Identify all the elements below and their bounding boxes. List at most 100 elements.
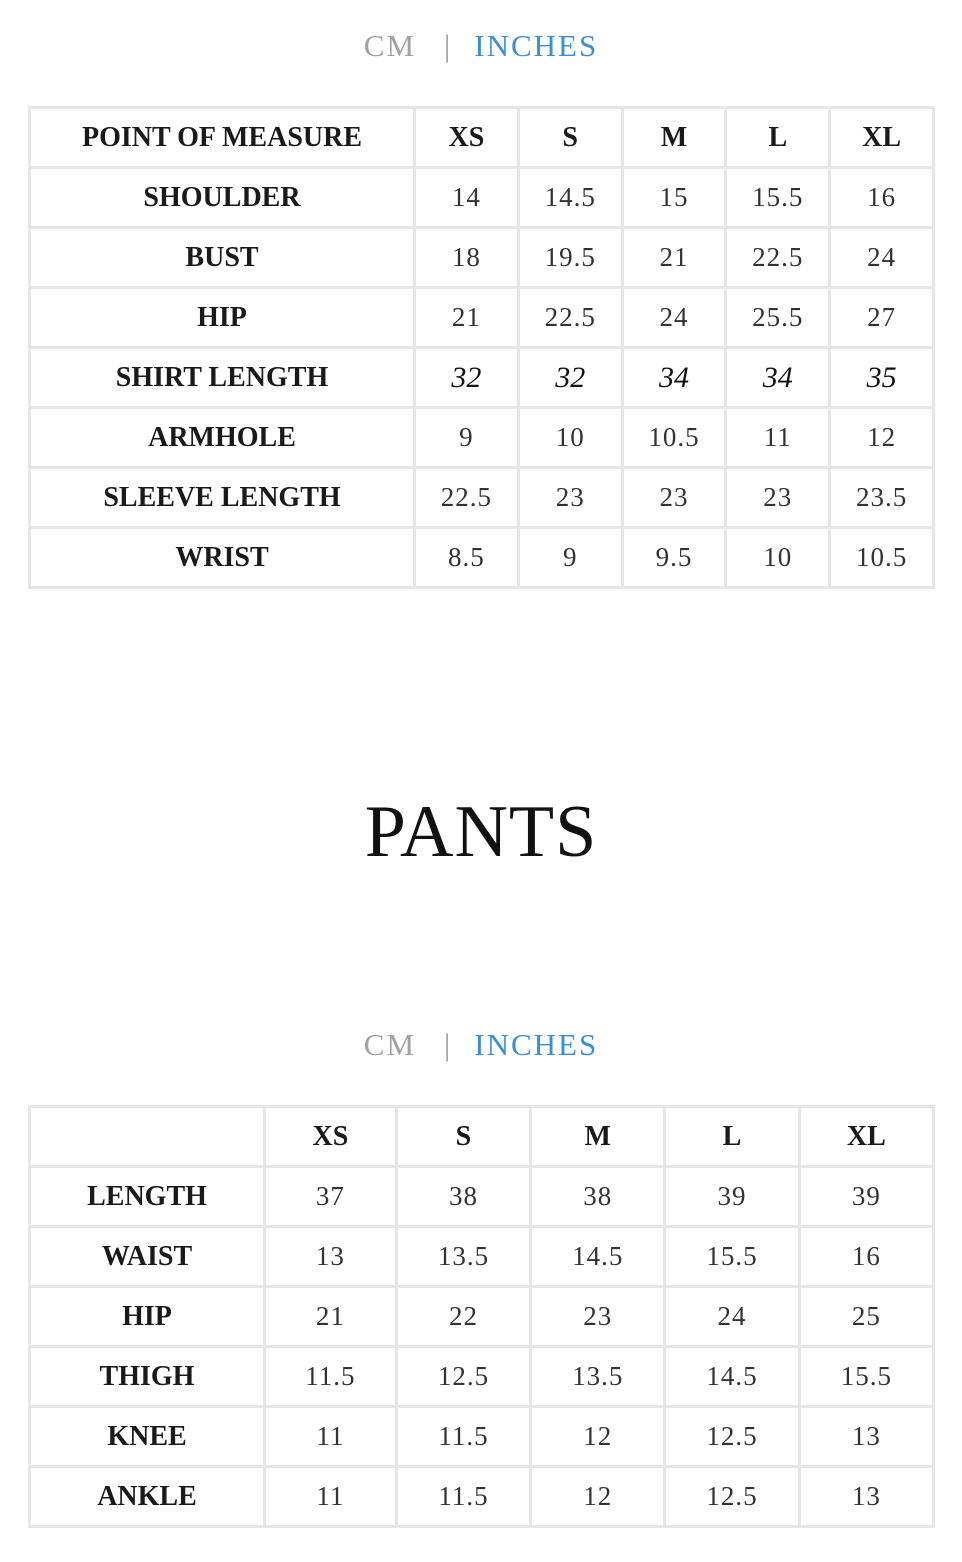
- measurement-cell: 23.5: [828, 466, 935, 529]
- unit-separator: |: [444, 1027, 453, 1062]
- measurement-cell: 15.5: [797, 1345, 936, 1408]
- pants-unit-toggle: CM | INCHES: [0, 1027, 962, 1063]
- unit-separator: |: [444, 28, 453, 63]
- row-label: WAIST: [28, 1225, 266, 1288]
- row-label: HIP: [28, 286, 416, 349]
- column-header-measure: [28, 1105, 266, 1168]
- measurement-cell: 11: [263, 1405, 398, 1468]
- measurement-cell: 38: [529, 1165, 667, 1228]
- measurement-cell: 12: [529, 1405, 667, 1468]
- measurement-cell: 22.5: [413, 466, 520, 529]
- measurement-cell: 11.5: [394, 1405, 533, 1468]
- table-row: THIGH 11.5 12.5 13.5 14.5 15.5: [28, 1345, 936, 1408]
- measurement-cell: 9: [413, 406, 520, 469]
- shirt-unit-cm[interactable]: CM: [363, 28, 417, 63]
- pants-unit-cm[interactable]: CM: [363, 1027, 417, 1062]
- measurement-cell: 24: [663, 1285, 801, 1348]
- measurement-cell: 39: [797, 1165, 936, 1228]
- measurement-cell: 10: [516, 406, 624, 469]
- row-label: THIGH: [28, 1345, 266, 1408]
- measurement-cell: 25: [797, 1285, 936, 1348]
- row-label: HIP: [28, 1285, 266, 1348]
- measurement-cell: 34: [620, 346, 728, 409]
- shirt-size-table: POINT OF MEASURE XS S M L XL SHOULDER 14 14.5 15 1…: [28, 106, 935, 589]
- measurement-cell: 21: [263, 1285, 398, 1348]
- measurement-cell: 22: [394, 1285, 533, 1348]
- table-row: HIP 21 22.5 24 25.5 27: [28, 286, 935, 349]
- pants-size-table: XS S M L XL LENGTH 37 38 38 39 39 WAIST 13 13.5 14.5 15…: [28, 1105, 936, 1528]
- shirt-unit-inches[interactable]: INCHES: [474, 28, 599, 63]
- row-label: ANKLE: [28, 1465, 266, 1528]
- table-row: LENGTH 37 38 38 39 39: [28, 1165, 936, 1228]
- row-label: LENGTH: [28, 1165, 266, 1228]
- pants-unit-inches[interactable]: INCHES: [474, 1027, 599, 1062]
- measurement-cell: 14: [413, 166, 520, 229]
- measurement-cell: 15.5: [724, 166, 832, 229]
- measurement-cell: 21: [620, 226, 728, 289]
- column-header-size: XL: [797, 1105, 936, 1168]
- table-row: ANKLE 11 11.5 12 12.5 13: [28, 1465, 936, 1528]
- measurement-cell: 34: [724, 346, 832, 409]
- column-header-size: XL: [828, 106, 935, 169]
- table-row: BUST 18 19.5 21 22.5 24: [28, 226, 935, 289]
- measurement-cell: 15: [620, 166, 728, 229]
- table-row: SHIRT LENGTH 32 32 34 34 35: [28, 346, 935, 409]
- measurement-cell: 13.5: [529, 1345, 667, 1408]
- measurement-cell: 14.5: [663, 1345, 801, 1408]
- measurement-cell: 15.5: [663, 1225, 801, 1288]
- row-label: SHOULDER: [28, 166, 416, 229]
- measurement-cell: 18: [413, 226, 520, 289]
- row-label: WRIST: [28, 526, 416, 589]
- measurement-cell: 23: [529, 1285, 667, 1348]
- row-label: SLEEVE LENGTH: [28, 466, 416, 529]
- measurement-cell: 24: [620, 286, 728, 349]
- row-label: SHIRT LENGTH: [28, 346, 416, 409]
- measurement-cell: 13: [797, 1405, 936, 1468]
- column-header-size: M: [620, 106, 728, 169]
- measurement-cell: 38: [394, 1165, 533, 1228]
- measurement-cell: 8.5: [413, 526, 520, 589]
- row-label: BUST: [28, 226, 416, 289]
- table-row: WRIST 8.5 9 9.5 10 10.5: [28, 526, 935, 589]
- table-row: ARMHOLE 9 10 10.5 11 12: [28, 406, 935, 469]
- measurement-cell: 11.5: [394, 1465, 533, 1528]
- column-header-size: L: [724, 106, 832, 169]
- measurement-cell: 12: [828, 406, 935, 469]
- measurement-cell: 10.5: [828, 526, 935, 589]
- measurement-cell: 10: [724, 526, 832, 589]
- measurement-cell: 39: [663, 1165, 801, 1228]
- column-header-size: S: [516, 106, 624, 169]
- shirt-unit-toggle: CM | INCHES: [0, 28, 962, 64]
- row-label: KNEE: [28, 1405, 266, 1468]
- pants-title: PANTS: [364, 791, 598, 873]
- measurement-cell: 14.5: [516, 166, 624, 229]
- measurement-cell: 23: [620, 466, 728, 529]
- measurement-cell: 12.5: [663, 1405, 801, 1468]
- measurement-cell: 12: [529, 1465, 667, 1528]
- measurement-cell: 22.5: [724, 226, 832, 289]
- column-header-size: XS: [263, 1105, 398, 1168]
- measurement-cell: 16: [797, 1225, 936, 1288]
- measurement-cell: 21: [413, 286, 520, 349]
- measurement-cell: 13: [263, 1225, 398, 1288]
- row-label: ARMHOLE: [28, 406, 416, 469]
- measurement-cell: 16: [828, 166, 935, 229]
- measurement-cell: 23: [724, 466, 832, 529]
- measurement-cell: 13: [797, 1465, 936, 1528]
- measurement-cell: 14.5: [529, 1225, 667, 1288]
- column-header-size: L: [663, 1105, 801, 1168]
- measurement-cell: 22.5: [516, 286, 624, 349]
- measurement-cell: 32: [516, 346, 624, 409]
- measurement-cell: 37: [263, 1165, 398, 1228]
- table-row: SHOULDER 14 14.5 15 15.5 16: [28, 166, 935, 229]
- column-header-measure: POINT OF MEASURE: [28, 106, 416, 169]
- table-row: KNEE 11 11.5 12 12.5 13: [28, 1405, 936, 1468]
- column-header-size: XS: [413, 106, 520, 169]
- measurement-cell: 35: [828, 346, 935, 409]
- measurement-cell: 9: [516, 526, 624, 589]
- measurement-cell: 9.5: [620, 526, 728, 589]
- measurement-cell: 11: [263, 1465, 398, 1528]
- measurement-cell: 12.5: [663, 1465, 801, 1528]
- measurement-cell: 11.5: [263, 1345, 398, 1408]
- measurement-cell: 32: [413, 346, 520, 409]
